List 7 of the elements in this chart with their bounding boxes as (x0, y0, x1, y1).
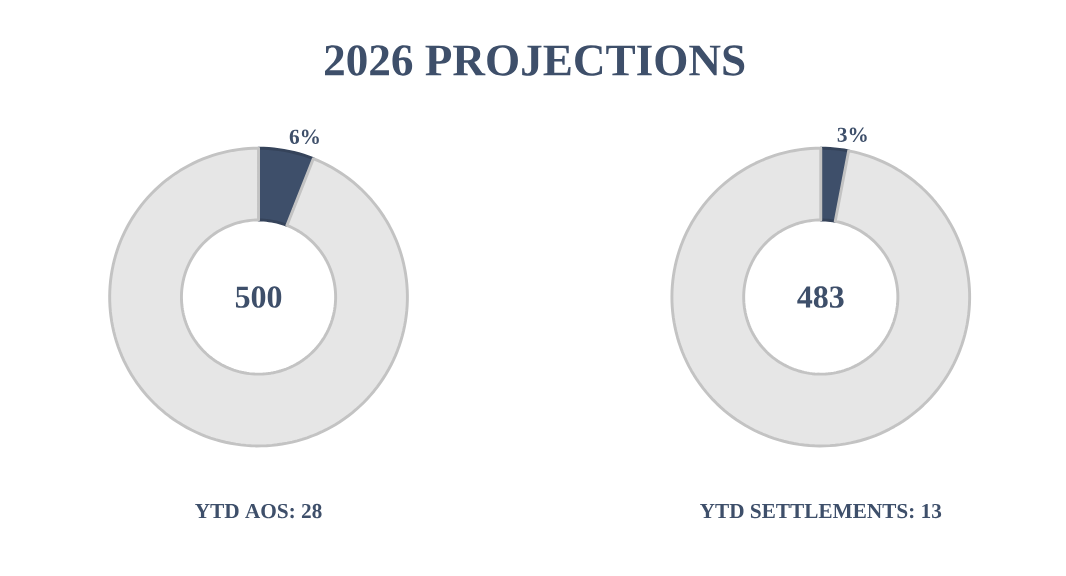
text: YTD AOS: 28 (195, 503, 322, 519)
data-label: 3% (837, 127, 867, 142)
data-label: 6% (289, 129, 319, 144)
text: YTD SETTLEMENTS: 13 (700, 503, 942, 519)
text: 2026 PROJECTIONS (325, 45, 745, 76)
text: 500 (235, 286, 282, 308)
text: 483 (797, 286, 844, 308)
